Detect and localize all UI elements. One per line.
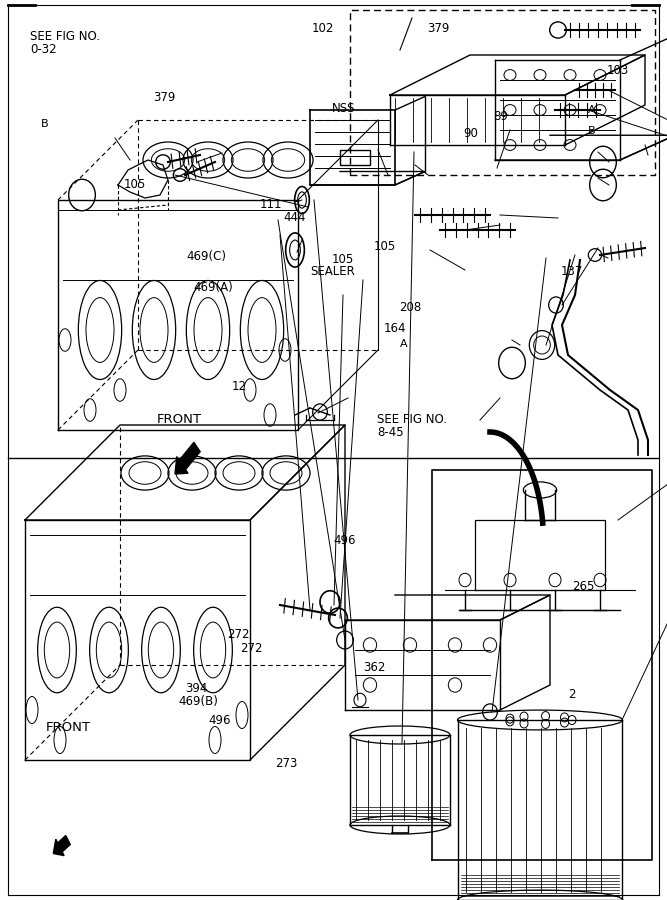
Text: 379: 379 (427, 22, 450, 35)
Text: A: A (400, 338, 408, 349)
Text: 103: 103 (607, 64, 629, 76)
Text: 444: 444 (283, 212, 306, 224)
Text: 394: 394 (185, 682, 208, 695)
Text: 272: 272 (227, 628, 249, 641)
Text: FRONT: FRONT (157, 413, 201, 426)
Text: 105: 105 (123, 178, 145, 191)
Text: 137: 137 (560, 266, 583, 278)
Text: 111: 111 (260, 198, 283, 211)
Text: 89: 89 (494, 111, 508, 123)
Text: A: A (588, 104, 596, 115)
Text: 469(C): 469(C) (187, 250, 227, 263)
Text: 102: 102 (312, 22, 335, 35)
Text: B: B (588, 125, 596, 136)
Text: 12: 12 (232, 381, 247, 393)
Text: 2: 2 (568, 688, 576, 701)
Text: 379: 379 (153, 91, 176, 104)
Text: 0-32: 0-32 (30, 43, 57, 56)
Text: 105: 105 (332, 253, 354, 266)
Text: 469(A): 469(A) (193, 282, 233, 294)
Text: SEE FIG NO.: SEE FIG NO. (377, 413, 447, 426)
Text: 208: 208 (399, 302, 421, 314)
Text: 496: 496 (208, 714, 231, 726)
Text: 90: 90 (464, 127, 478, 140)
FancyArrow shape (175, 442, 200, 474)
Text: FRONT: FRONT (45, 721, 90, 734)
Text: NSS: NSS (332, 102, 356, 114)
Text: 469(B): 469(B) (179, 696, 219, 708)
Text: SEE FIG NO.: SEE FIG NO. (30, 30, 100, 42)
Text: 265: 265 (572, 580, 595, 593)
Text: 362: 362 (364, 662, 386, 674)
Text: 105: 105 (374, 240, 396, 253)
Text: 272: 272 (240, 642, 263, 654)
Bar (340, 150, 370, 165)
Text: B: B (41, 119, 49, 130)
FancyArrow shape (53, 835, 70, 856)
Text: 496: 496 (334, 534, 356, 546)
Text: SEALER: SEALER (310, 266, 355, 278)
Text: 164: 164 (384, 322, 406, 335)
Text: 8-45: 8-45 (377, 427, 404, 439)
Text: 273: 273 (275, 757, 297, 770)
